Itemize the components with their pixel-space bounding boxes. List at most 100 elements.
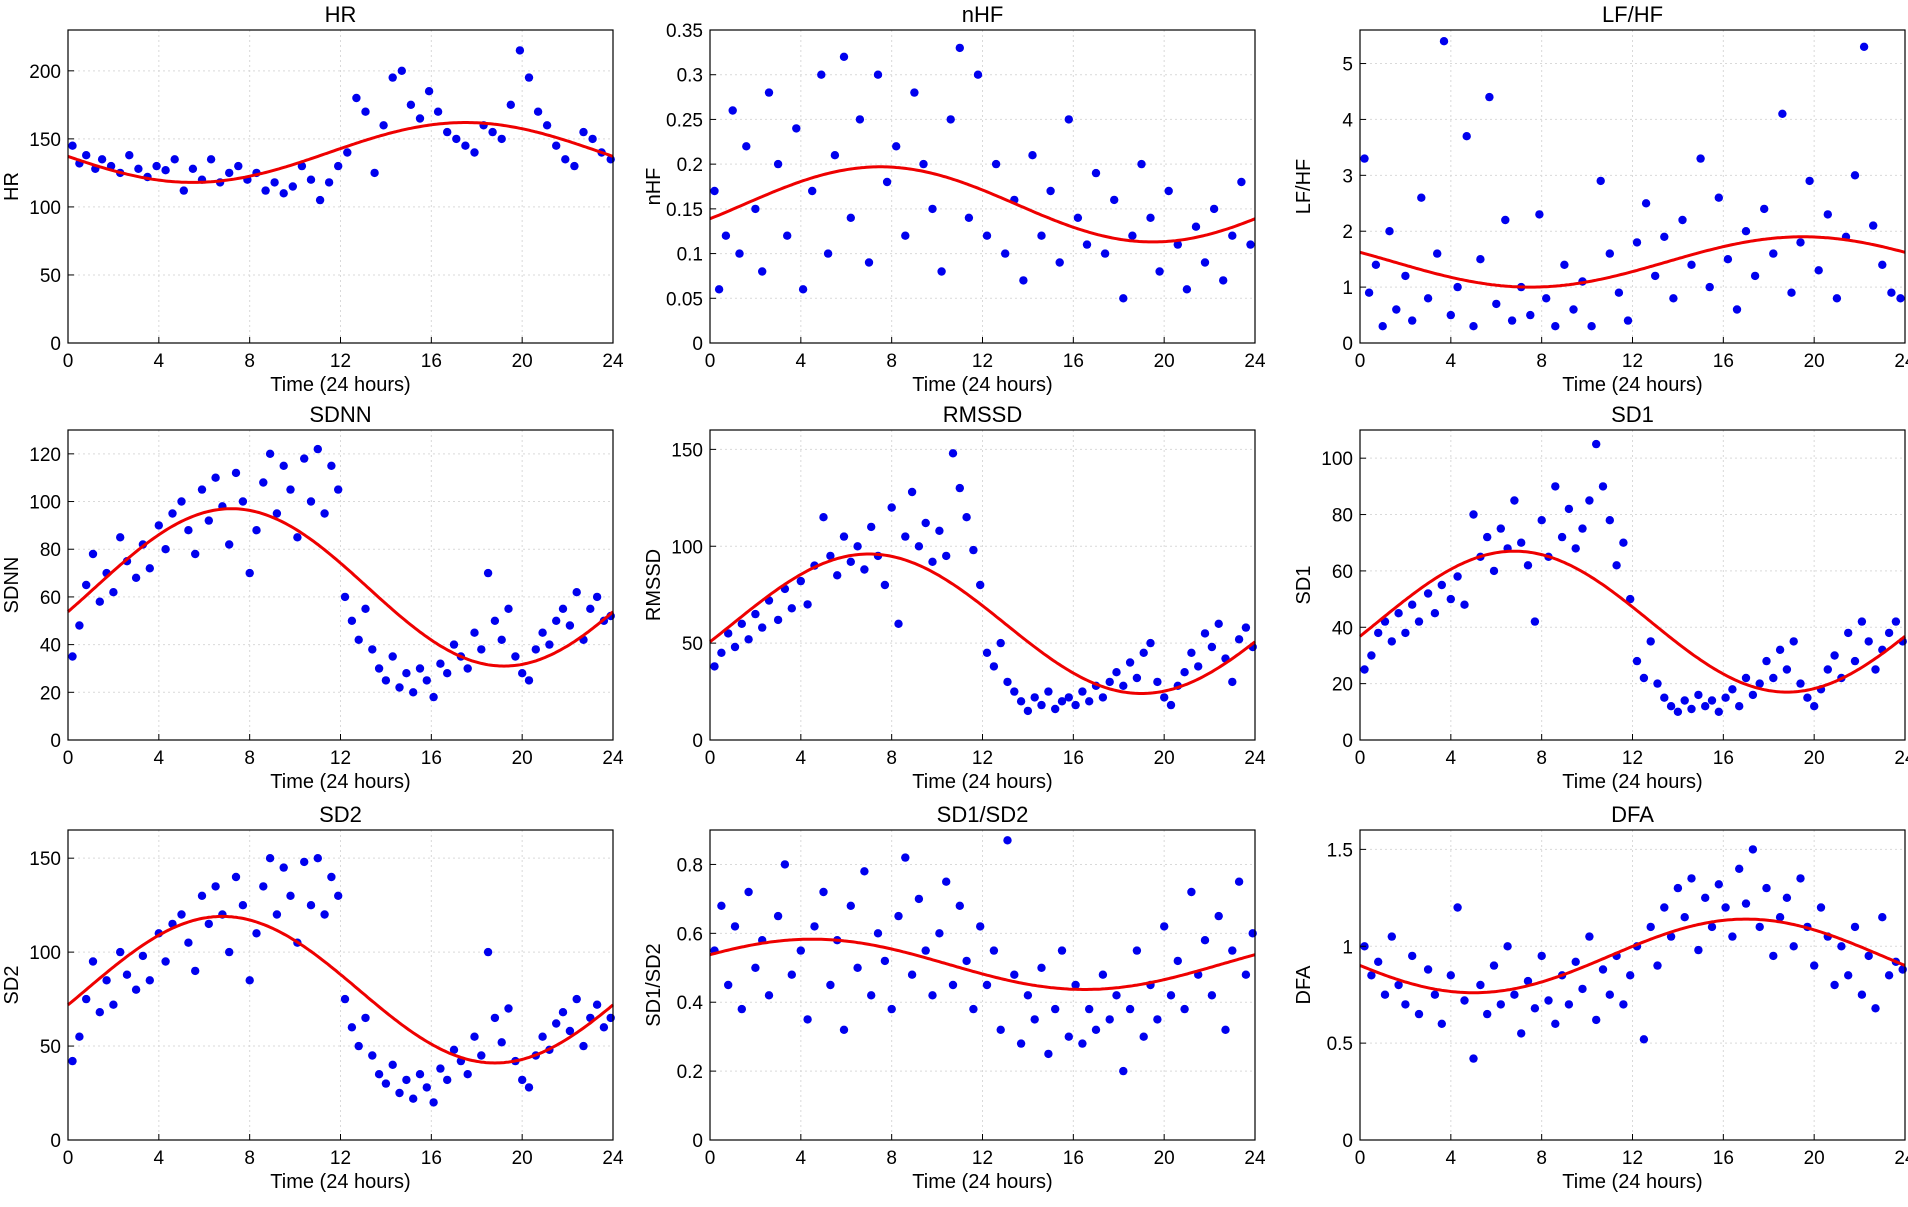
fit-curve xyxy=(67,507,614,668)
chart-title: SDNN xyxy=(309,402,371,427)
y-axis-label: SD1 xyxy=(1293,566,1315,605)
data-point xyxy=(1173,240,1183,249)
data-point xyxy=(1207,642,1217,652)
data-point xyxy=(955,43,964,53)
data-point xyxy=(177,497,186,506)
data-point xyxy=(758,267,767,276)
data-point xyxy=(1705,282,1714,292)
data-point xyxy=(286,891,295,900)
y-tick-label: 20 xyxy=(1332,675,1353,696)
data-point xyxy=(860,565,869,574)
x-tick-label: 8 xyxy=(244,748,255,769)
data-point xyxy=(1837,942,1846,951)
y-tick-label: 1 xyxy=(1342,278,1353,299)
data-point xyxy=(388,652,397,661)
data-point xyxy=(1430,609,1440,618)
x-tick-label: 24 xyxy=(1244,748,1266,769)
data-point xyxy=(572,588,581,597)
data-point xyxy=(1864,951,1873,961)
data-point xyxy=(1723,255,1733,264)
data-point xyxy=(374,1070,384,1079)
data-point xyxy=(1125,658,1135,667)
data-point xyxy=(306,497,316,506)
data-point xyxy=(288,182,297,191)
data-point xyxy=(347,616,357,625)
data-point xyxy=(1085,697,1094,706)
data-point xyxy=(1003,836,1012,845)
data-point xyxy=(1850,656,1860,666)
data-point xyxy=(1569,305,1578,314)
data-point xyxy=(506,100,515,110)
data-point xyxy=(606,1013,615,1023)
y-tick-label: 200 xyxy=(29,62,61,83)
data-point xyxy=(1037,700,1046,710)
data-point xyxy=(1623,316,1633,325)
data-point xyxy=(1414,1009,1424,1019)
data-point xyxy=(1503,942,1512,951)
data-point xyxy=(88,957,98,966)
x-tick-label: 24 xyxy=(1244,1148,1266,1169)
data-point xyxy=(1446,594,1456,604)
y-tick-label: 60 xyxy=(1332,562,1353,583)
fit-curve xyxy=(1359,235,1906,289)
data-point xyxy=(1191,222,1201,231)
data-point xyxy=(565,621,575,630)
data-point xyxy=(937,267,946,276)
data-point xyxy=(1651,271,1660,281)
data-point xyxy=(306,175,316,184)
data-point xyxy=(252,526,261,535)
data-point xyxy=(1778,109,1787,119)
data-point xyxy=(928,991,937,1000)
data-point xyxy=(161,957,170,966)
data-point xyxy=(361,1013,370,1023)
chart-sd1: 0 4 8 12 16 20 24 0 20 40 60 80 100 SD1 Time (24 hours… xyxy=(1293,402,1908,793)
data-point xyxy=(1537,951,1546,961)
data-point xyxy=(1678,215,1687,225)
data-point xyxy=(95,597,105,606)
y-axis-label: HR xyxy=(1,172,23,201)
data-point xyxy=(340,592,350,602)
data-point xyxy=(429,1098,438,1107)
data-point xyxy=(231,468,241,478)
data-point xyxy=(497,134,506,144)
data-point xyxy=(1374,628,1383,638)
data-point xyxy=(381,676,391,685)
data-point xyxy=(1453,572,1462,581)
data-point xyxy=(717,901,726,910)
data-point xyxy=(1051,1004,1060,1014)
data-point xyxy=(1896,294,1905,303)
x-tick-label: 4 xyxy=(796,351,807,372)
data-point xyxy=(542,121,552,130)
data-point xyxy=(1844,628,1853,638)
data-point xyxy=(188,164,198,173)
y-tick-label: 100 xyxy=(29,198,61,219)
x-tick-label: 12 xyxy=(972,748,993,769)
data-point xyxy=(1241,970,1251,979)
data-point xyxy=(1030,693,1039,702)
data-point xyxy=(1098,970,1108,979)
data-point xyxy=(1714,707,1724,716)
data-point xyxy=(1687,260,1696,269)
data-point xyxy=(531,645,540,654)
y-tick-label: 40 xyxy=(1332,618,1353,639)
data-point xyxy=(558,604,568,613)
data-point xyxy=(533,107,543,116)
data-point xyxy=(1660,232,1669,241)
data-point xyxy=(921,946,930,955)
data-point xyxy=(1153,677,1162,687)
data-point xyxy=(170,155,179,164)
data-point xyxy=(354,1041,363,1051)
data-point xyxy=(1830,651,1839,660)
data-point xyxy=(1859,42,1869,51)
x-tick-label: 20 xyxy=(512,748,533,769)
data-point xyxy=(402,1075,411,1085)
data-point xyxy=(1139,648,1148,657)
data-point xyxy=(1051,704,1060,714)
data-point xyxy=(1735,864,1744,873)
data-point xyxy=(935,929,944,938)
data-point xyxy=(68,141,77,150)
data-point xyxy=(1023,706,1033,716)
data-point xyxy=(1401,1000,1410,1009)
data-point xyxy=(477,645,486,654)
